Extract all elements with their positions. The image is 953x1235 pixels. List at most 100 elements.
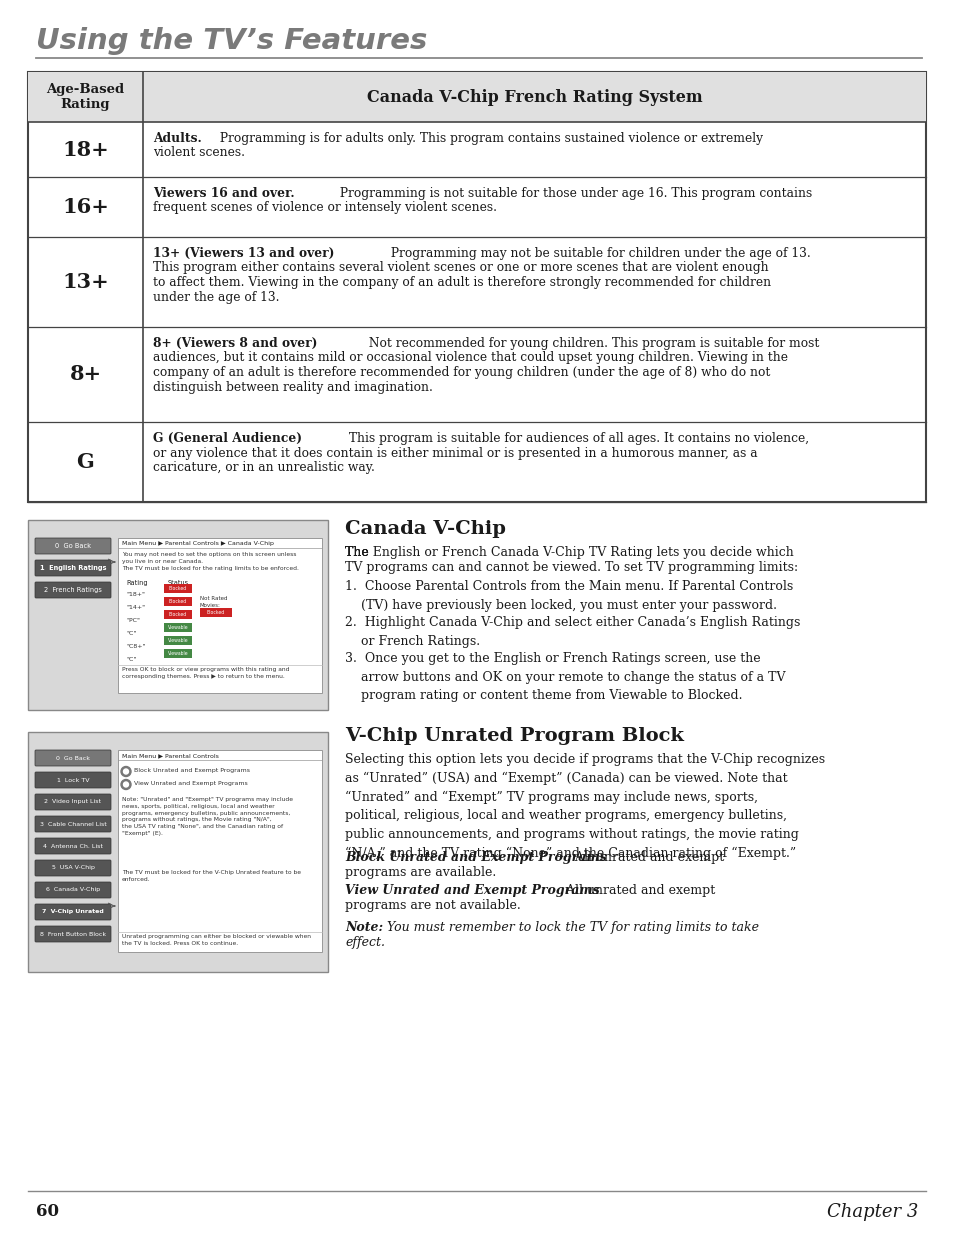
Text: Viewable: Viewable [168, 638, 188, 643]
Text: All unrated and exempt: All unrated and exempt [558, 884, 715, 897]
FancyBboxPatch shape [35, 860, 111, 876]
Bar [164, 584, 192, 593]
Text: Age-Based
Rating: Age-Based Rating [47, 83, 125, 111]
Text: "C": "C" [126, 631, 136, 636]
Text: G: G [76, 452, 94, 472]
Text: Block Unrated and Exempt Programs: Block Unrated and Exempt Programs [345, 851, 606, 864]
Bar [28, 72, 925, 122]
Text: violent scenes.: violent scenes. [152, 147, 245, 159]
Text: 2  French Ratings: 2 French Ratings [44, 587, 102, 593]
Text: Programming is for adults only. This program contains sustained violence or extr: Programming is for adults only. This pro… [215, 132, 762, 144]
Text: Canada V-Chip French Rating System: Canada V-Chip French Rating System [366, 89, 701, 105]
Text: 6  Canada V-Chip: 6 Canada V-Chip [46, 888, 100, 893]
Text: The TV must be locked for the V-Chip Unrated feature to be
enforced.: The TV must be locked for the V-Chip Unr… [122, 869, 301, 882]
Text: Blocked: Blocked [169, 599, 187, 604]
Text: Viewers 16 and over.: Viewers 16 and over. [152, 186, 294, 200]
Text: 60: 60 [36, 1203, 59, 1220]
Text: under the age of 13.: under the age of 13. [152, 290, 279, 304]
Text: Rating: Rating [126, 580, 148, 585]
Text: Blocked: Blocked [169, 585, 187, 592]
Text: Selecting this option lets you decide if programs that the V-Chip recognizes
as : Selecting this option lets you decide if… [345, 753, 824, 860]
FancyBboxPatch shape [35, 538, 111, 555]
Text: TV programs can and cannot be viewed. To set TV programming limits:: TV programs can and cannot be viewed. To… [345, 561, 798, 574]
FancyBboxPatch shape [35, 904, 111, 920]
Text: Viewable: Viewable [168, 625, 188, 630]
Text: "PC": "PC" [126, 618, 140, 622]
Text: "C": "C" [126, 657, 136, 662]
Text: programs are available.: programs are available. [345, 866, 496, 879]
Text: programs are not available.: programs are not available. [345, 899, 520, 911]
Text: or any violence that it does contain is either minimal or is presented in a humo: or any violence that it does contain is … [152, 447, 757, 459]
FancyBboxPatch shape [35, 750, 111, 766]
Text: Press OK to block or view programs with this rating and
corresponding themes. Pr: Press OK to block or view programs with … [122, 667, 289, 679]
Text: effect.: effect. [345, 936, 385, 948]
Bar [118, 538, 322, 693]
Text: 2  Video Input List: 2 Video Input List [45, 799, 101, 804]
Text: 8+ (Viewers 8 and over): 8+ (Viewers 8 and over) [152, 337, 317, 350]
Bar [164, 610, 192, 619]
FancyBboxPatch shape [35, 582, 111, 598]
FancyBboxPatch shape [35, 882, 111, 898]
Text: Note:: Note: [345, 921, 383, 934]
Circle shape [121, 779, 131, 789]
Text: 1  Lock TV: 1 Lock TV [56, 778, 90, 783]
Text: 5  USA V-Chip: 5 USA V-Chip [51, 866, 94, 871]
Text: 1.  Choose Parental Controls from the Main menu. If Parental Controls
    (TV) h: 1. Choose Parental Controls from the Mai… [345, 580, 792, 611]
Text: View Unrated and Exempt Programs: View Unrated and Exempt Programs [133, 781, 248, 785]
Text: The English or French Canada V-Chip TV Rating lets you decide which: The English or French Canada V-Chip TV R… [345, 546, 793, 559]
Text: Note: "Unrated" and "Exempt" TV programs may include
news, sports, political, re: Note: "Unrated" and "Exempt" TV programs… [122, 797, 293, 836]
Text: 13+ (Viewers 13 and over): 13+ (Viewers 13 and over) [152, 247, 334, 261]
Bar [164, 597, 192, 606]
FancyBboxPatch shape [35, 772, 111, 788]
FancyBboxPatch shape [35, 794, 111, 810]
Text: to affect them. Viewing in the company of an adult is therefore strongly recomme: to affect them. Viewing in the company o… [152, 275, 770, 289]
Text: 4  Antenna Ch. List: 4 Antenna Ch. List [43, 844, 103, 848]
Bar [28, 520, 328, 710]
Text: 0  Go Back: 0 Go Back [56, 756, 90, 761]
Text: View Unrated and Exempt Programs: View Unrated and Exempt Programs [345, 884, 599, 897]
Bar [164, 622, 192, 632]
Text: G (General Audience): G (General Audience) [152, 432, 302, 445]
Text: Canada V-Chip: Canada V-Chip [345, 520, 505, 538]
Text: Chapter 3: Chapter 3 [825, 1203, 917, 1221]
Text: The: The [345, 546, 373, 559]
Bar [28, 72, 925, 501]
Bar [118, 750, 322, 952]
Circle shape [123, 769, 129, 774]
Text: 13+: 13+ [62, 272, 109, 291]
Text: This program either contains several violent scenes or one or more scenes that a: This program either contains several vio… [152, 262, 768, 274]
Text: 0  Go Back: 0 Go Back [55, 543, 91, 550]
Bar [28, 732, 328, 972]
Text: Blocked: Blocked [169, 613, 187, 618]
Text: 2.  Highlight Canada V-Chip and select either Canada’s English Ratings
    or Fr: 2. Highlight Canada V-Chip and select ei… [345, 616, 800, 647]
Text: company of an adult is therefore recommended for young children (under the age o: company of an adult is therefore recomme… [152, 366, 770, 379]
Text: The: The [345, 546, 373, 559]
FancyBboxPatch shape [35, 839, 111, 853]
Text: Blocked: Blocked [207, 610, 225, 615]
Text: Adults.: Adults. [152, 132, 201, 144]
Text: Block Unrated and Exempt Programs: Block Unrated and Exempt Programs [133, 768, 250, 773]
Text: Using the TV’s Features: Using the TV’s Features [36, 27, 427, 56]
Text: Programming may not be suitable for children under the age of 13.: Programming may not be suitable for chil… [387, 247, 810, 261]
Text: You must remember to lock the TV for rating limits to take: You must remember to lock the TV for rat… [382, 921, 759, 934]
Text: Main Menu ▶ Parental Controls: Main Menu ▶ Parental Controls [122, 753, 218, 758]
FancyBboxPatch shape [35, 559, 111, 576]
Circle shape [121, 767, 131, 777]
Text: 7  V-Chip Unrated: 7 V-Chip Unrated [42, 909, 104, 914]
FancyBboxPatch shape [35, 816, 111, 832]
Text: 8  Front Button Block: 8 Front Button Block [40, 931, 106, 936]
Text: V-Chip Unrated Program Block: V-Chip Unrated Program Block [345, 727, 683, 745]
Text: 1  English Ratings: 1 English Ratings [40, 564, 106, 571]
Text: "14+": "14+" [126, 605, 145, 610]
Text: Not Rated: Not Rated [200, 597, 227, 601]
Text: 16+: 16+ [62, 198, 109, 217]
Bar [164, 650, 192, 658]
Text: Status: Status [168, 580, 189, 585]
Text: 18+: 18+ [62, 140, 109, 159]
Text: caricature, or in an unrealistic way.: caricature, or in an unrealistic way. [152, 461, 375, 474]
Text: audiences, but it contains mild or occasional violence that could upset young ch: audiences, but it contains mild or occas… [152, 352, 787, 364]
Text: Programming is not suitable for those under age 16. This program contains: Programming is not suitable for those un… [335, 186, 811, 200]
Text: 8+: 8+ [70, 364, 101, 384]
Bar [164, 636, 192, 645]
Text: Movies:: Movies: [200, 603, 221, 608]
